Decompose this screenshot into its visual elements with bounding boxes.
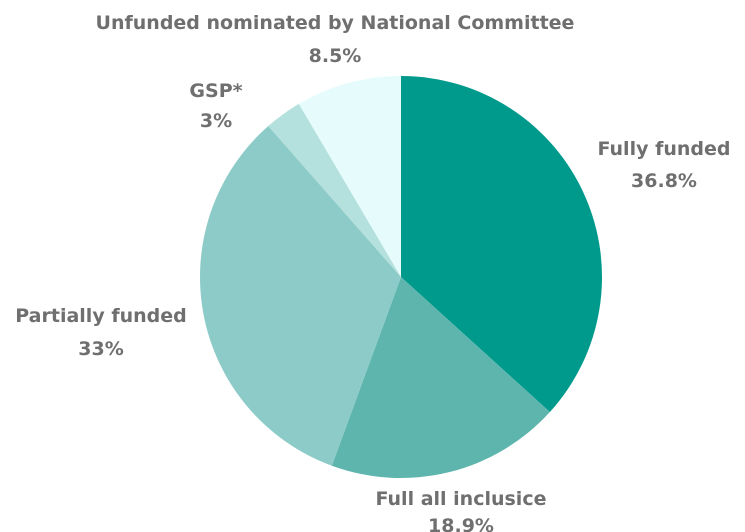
- slice-value-partially-funded: 33%: [78, 338, 123, 360]
- slice-label-fully-funded: Fully funded: [598, 138, 731, 160]
- slice-label-unfunded-nominated: Unfunded nominated by National Committee: [96, 12, 575, 34]
- slice-value-fully-funded: 36.8%: [631, 170, 697, 192]
- slice-label-partially-funded: Partially funded: [15, 305, 186, 327]
- slice-value-full-all-inclusice: 18.9%: [428, 515, 494, 532]
- slice-label-gsp: GSP*: [189, 80, 242, 102]
- pie-slices: [200, 76, 602, 478]
- slice-label-full-all-inclusice: Full all inclusice: [376, 488, 547, 510]
- slice-value-unfunded-nominated: 8.5%: [309, 45, 362, 67]
- slice-value-gsp: 3%: [200, 110, 232, 132]
